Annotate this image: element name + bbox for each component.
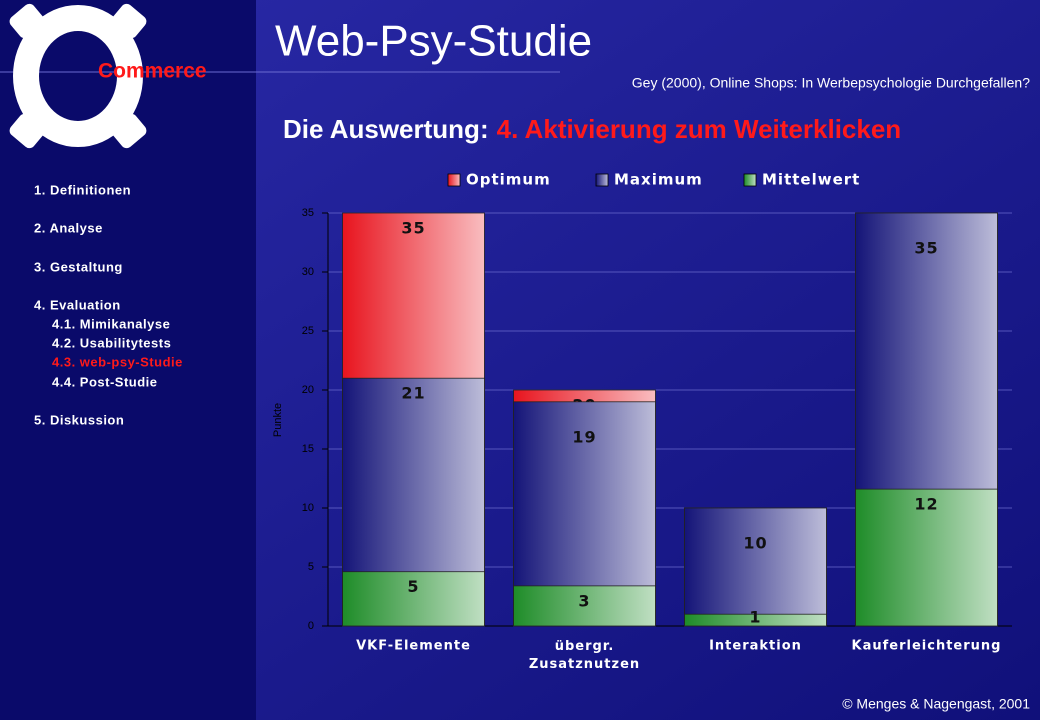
y-tick-label: 30 (302, 266, 314, 278)
value-label: 35 (914, 239, 938, 258)
y-axis-label: Punkte (272, 403, 284, 437)
logo (9, 3, 147, 149)
nav-item[interactable]: 1. Definitionen (34, 182, 131, 197)
nav-item[interactable]: 2. Analyse (34, 220, 103, 235)
y-tick-label: 35 (302, 207, 314, 219)
nav-item[interactable]: 4. Evaluation (34, 297, 121, 312)
y-tick-label: 20 (302, 384, 314, 396)
x-tick-label: Interaktion (709, 639, 802, 654)
value-label: 12 (914, 495, 938, 514)
value-label: 19 (572, 427, 596, 446)
nav-item[interactable]: 4.3. web-psy-Studie (52, 354, 183, 369)
value-label: 10 (743, 534, 767, 553)
x-tick-label: Kauferleichterung (852, 639, 1002, 654)
legend-label: Maximum (614, 171, 703, 189)
y-tick-label: 25 (302, 325, 314, 337)
bar (684, 507, 827, 627)
nav-item[interactable]: 4.2. Usabilitytests (52, 335, 171, 350)
heading-highlight: 4. Aktivierung zum Weiterklicken (497, 114, 902, 144)
nav-item[interactable]: 4.4. Post-Studie (52, 374, 158, 389)
value-label: 21 (401, 384, 425, 403)
heading-prefix: Die Auswertung: (283, 114, 489, 144)
nav-item[interactable]: 5. Diskussion (34, 412, 124, 427)
footer: © Menges & Nagengast, 2001 (842, 696, 1030, 712)
legend-swatch (743, 173, 757, 187)
value-label: 3 (578, 591, 590, 610)
value-label: 35 (401, 219, 425, 238)
nav-item[interactable]: 4.1. Mimikanalyse (52, 316, 170, 331)
value-label: 5 (407, 577, 419, 596)
logo-text: Commerce (98, 60, 207, 83)
y-tick-label: 15 (302, 443, 314, 455)
bar (342, 571, 485, 627)
x-tick-label: VKF-Elemente (356, 639, 471, 654)
y-tick-label: 10 (302, 502, 314, 514)
heading: Die Auswertung: 4. Aktivierung zum Weiter… (283, 114, 901, 144)
bar (684, 613, 827, 627)
legend-swatch (447, 173, 461, 187)
legend-swatch (595, 173, 609, 187)
source: Gey (2000), Online Shops: In Werbepsycho… (632, 75, 1030, 91)
bar (855, 488, 998, 627)
nav-item[interactable]: 3. Gestaltung (34, 259, 123, 274)
legend-label: Mittelwert (762, 171, 860, 189)
bar (513, 585, 656, 627)
value-label: 1 (749, 608, 761, 627)
x-tick-label: übergr. Zusatznutzen (529, 639, 640, 672)
legend-label: Optimum (466, 171, 551, 189)
slide-title: Web-Psy-Studie (275, 17, 592, 66)
y-tick-label: 5 (308, 561, 314, 573)
y-tick-label: 0 (308, 620, 314, 632)
